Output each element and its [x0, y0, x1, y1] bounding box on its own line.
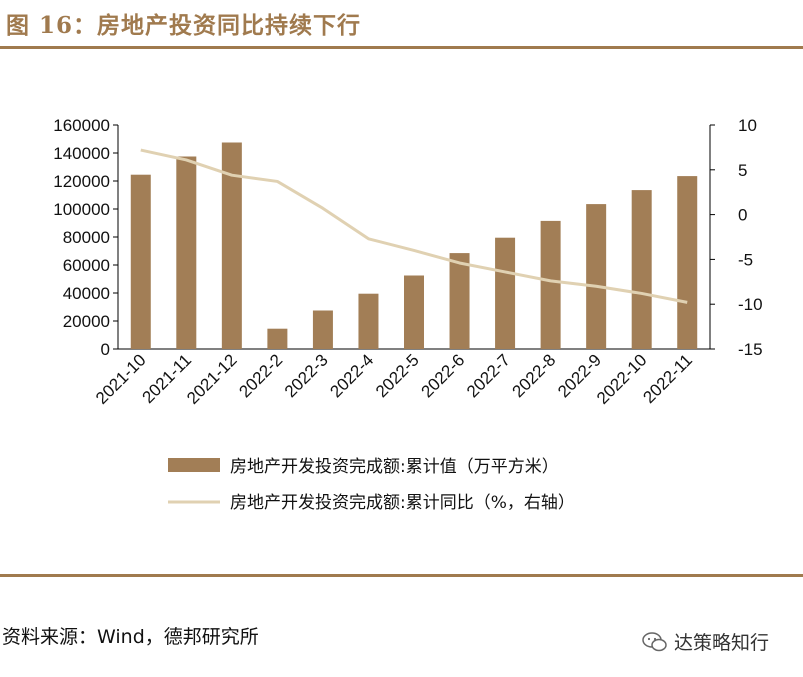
right-tick-label: -5: [738, 250, 753, 269]
left-tick-label: 160000: [53, 116, 110, 135]
x-tick-label: 2022-8: [509, 350, 560, 401]
left-tick-label: 80000: [63, 228, 110, 247]
right-tick-label: -15: [738, 340, 763, 359]
watermark: 达策略知行: [642, 628, 769, 655]
bar: [631, 190, 652, 349]
bar: [540, 220, 561, 349]
legend-label-line: 房地产开发投资完成额:累计同比（%，右轴）: [230, 493, 575, 513]
wechat-icon: [642, 631, 667, 651]
bar: [221, 142, 242, 349]
x-tick-label: 2022-5: [372, 350, 423, 401]
bar: [358, 293, 379, 349]
x-tick-label: 2022-11: [639, 350, 696, 407]
left-tick-label: 100000: [53, 200, 110, 219]
legend-label-bar: 房地产开发投资完成额:累计值（万平方米）: [230, 457, 559, 477]
legend-swatch-bar: [168, 458, 220, 472]
right-tick-label: 0: [738, 206, 747, 225]
x-tick-label: 2022-6: [417, 350, 468, 401]
bar: [586, 204, 607, 349]
watermark-text: 达策略知行: [674, 632, 770, 654]
x-tick-label: 2022-10: [593, 350, 651, 408]
bar: [677, 176, 698, 349]
x-tick-label: 2022-3: [281, 350, 332, 401]
right-tick-label: 10: [738, 116, 757, 135]
left-tick-label: 60000: [63, 256, 110, 275]
x-tick-label: 2021-12: [183, 350, 241, 408]
source-note: 资料来源：Wind，德邦研究所: [2, 626, 259, 648]
bar: [449, 253, 470, 349]
left-tick-label: 120000: [53, 172, 110, 191]
left-tick-label: 40000: [63, 284, 110, 303]
right-tick-label: -10: [738, 295, 763, 314]
right-tick-label: 5: [738, 161, 747, 180]
left-tick-label: 140000: [53, 144, 110, 163]
chart: 160000 140000 120000 100000 80000 60000 40000 2…: [53, 116, 763, 513]
bar: [495, 237, 516, 349]
x-tick-label: 2021-10: [92, 350, 150, 408]
figure-title: 图 16：房地产投资同比持续下行: [6, 12, 362, 39]
bar: [404, 275, 424, 349]
x-tick-label: 2022-2: [235, 350, 286, 401]
bottom-rule: [0, 574, 803, 577]
top-rule: [0, 46, 803, 49]
x-tick-label: 2022-4: [326, 350, 377, 401]
left-tick-label: 20000: [63, 312, 110, 331]
left-tick-label: 0: [101, 340, 110, 359]
bar: [130, 174, 151, 349]
bar: [176, 156, 197, 349]
bar: [267, 328, 288, 349]
bar: [312, 310, 333, 349]
x-tick-label: 2022-7: [463, 350, 514, 401]
